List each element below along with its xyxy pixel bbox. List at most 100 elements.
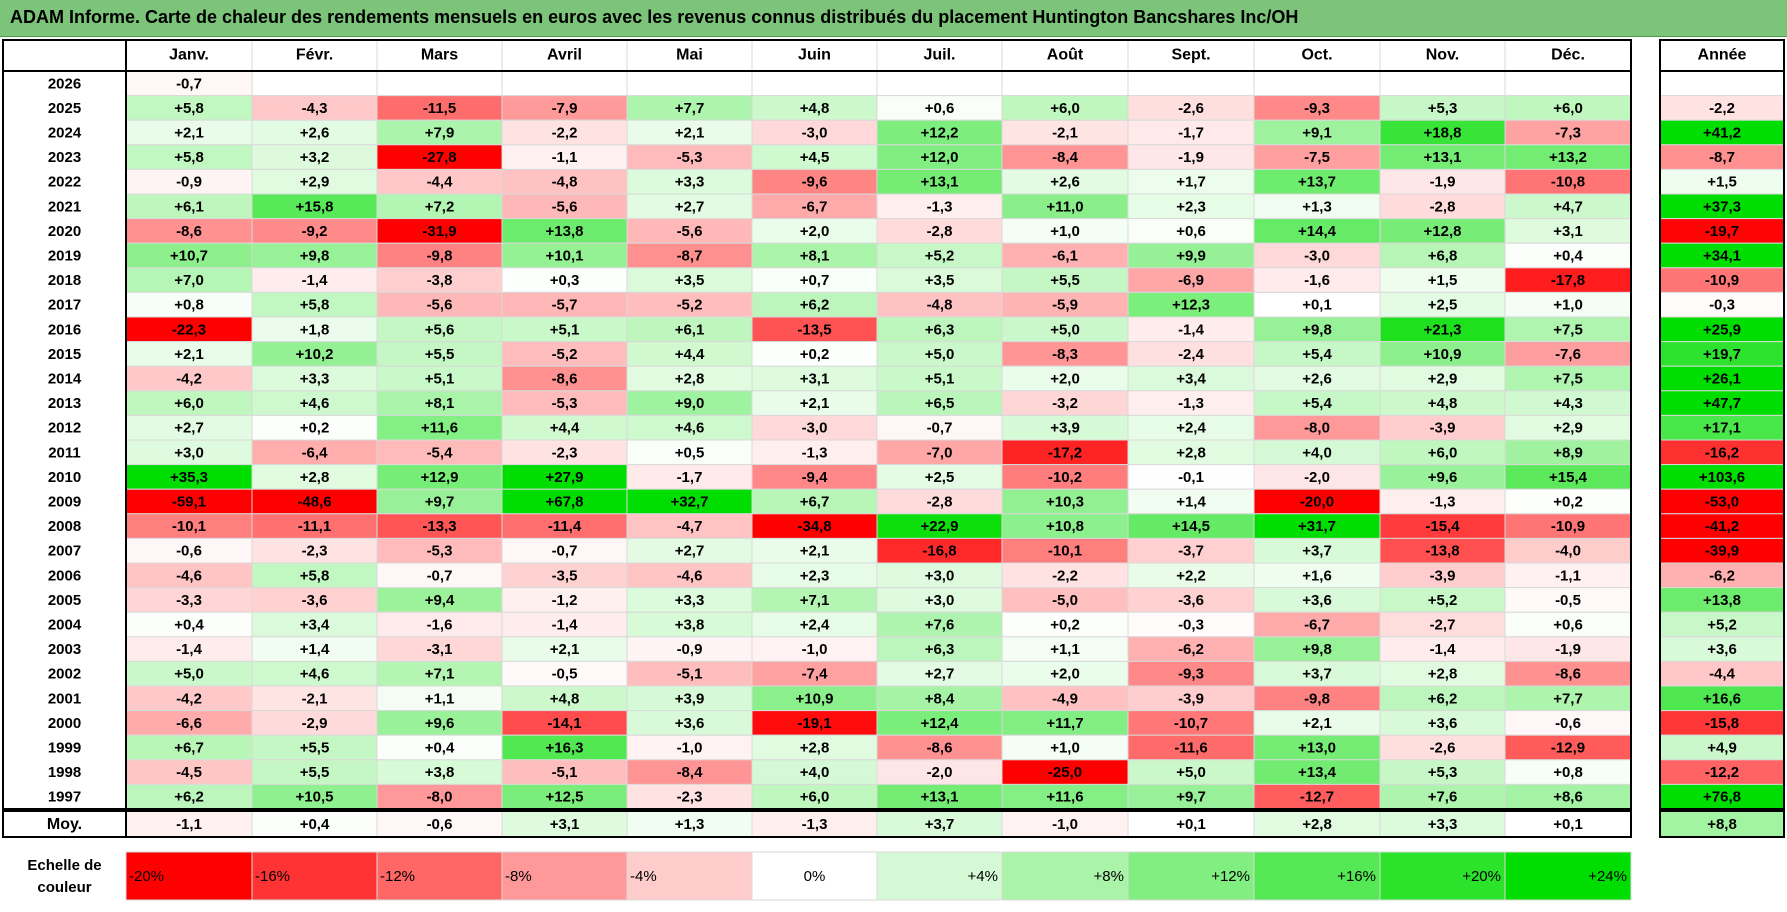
cell-value: -1,4: [552, 616, 579, 633]
heatmap-cell: [751, 218, 878, 244]
cell-value: -34,8: [797, 518, 831, 535]
scale-label-line2: couleur: [37, 879, 91, 896]
year-label: 2018: [48, 272, 81, 289]
cell-value: -1,0: [677, 739, 703, 756]
heatmap-cell: [751, 636, 878, 662]
heatmap-cell: [1001, 464, 1129, 490]
heatmap-cell: [626, 242, 753, 269]
cell-value: -4,8: [552, 174, 578, 191]
heatmap-cell: [1253, 218, 1381, 244]
annual-value: +13,8: [1703, 592, 1741, 609]
heatmap-cell: [626, 783, 753, 810]
heatmap-cell: [376, 95, 503, 121]
annual-cell: [1659, 439, 1785, 466]
cell-value: +6,0: [174, 395, 204, 412]
cell-value: +5,4: [1302, 346, 1332, 363]
cell-value: -8,6: [552, 370, 578, 387]
year-label: 1998: [48, 764, 81, 781]
heatmap-cell: [1127, 242, 1255, 269]
cell-value: +13,4: [1298, 764, 1337, 781]
heatmap-cell: [376, 710, 503, 736]
month-header-label: Oct.: [1301, 47, 1332, 64]
cell-value: +5,8: [174, 100, 204, 117]
heatmap-cell: [501, 537, 628, 564]
heatmap-cell: [876, 70, 1003, 97]
cell-value: +4,6: [300, 395, 330, 412]
cell-value: +2,3: [800, 567, 830, 584]
cell-value: +3,6: [1428, 715, 1458, 732]
cell-value: +6,5: [925, 395, 955, 412]
heatmap-cell: [876, 488, 1003, 515]
cell-value: +1,0: [1553, 297, 1583, 314]
average-cell: [1253, 810, 1381, 838]
heatmap-cell: [1379, 291, 1506, 318]
heatmap-cell: [501, 660, 628, 687]
year-label: 2006: [48, 567, 81, 584]
cell-value: +2,1: [174, 346, 204, 363]
cell-value: +1,1: [425, 690, 455, 707]
cell-value: +5,5: [1050, 272, 1080, 289]
heatmap-cell: [1504, 267, 1632, 293]
cell-value: -1,7: [677, 469, 703, 486]
heatmap-cell: [751, 144, 878, 170]
cell-value: +8,1: [425, 395, 455, 412]
year-label: 2020: [48, 223, 81, 240]
cell-value: -6,6: [176, 715, 202, 732]
heatmap-cell: [1127, 70, 1255, 97]
cell-value: +2,7: [174, 420, 204, 437]
annual-cell: [1659, 316, 1785, 343]
year-label: 2021: [48, 198, 81, 215]
cell-value: +5,0: [925, 346, 955, 363]
cell-value: -5,6: [552, 198, 578, 215]
cell-value: -1,7: [1178, 124, 1204, 141]
cell-value: -8,6: [1555, 666, 1581, 683]
heatmap-cell: [876, 95, 1003, 121]
cell-value: +5,6: [425, 321, 455, 338]
heatmap-cell: [251, 611, 378, 638]
cell-value: +2,4: [1176, 420, 1206, 437]
cell-value: -2,3: [302, 543, 328, 560]
cell-value: -5,6: [677, 223, 703, 240]
average-value: +2,8: [1302, 816, 1332, 833]
heatmap-cell: [125, 95, 253, 121]
cell-value: +2,0: [1050, 370, 1080, 387]
cell-value: +6,8: [1428, 247, 1458, 264]
month-header-label: Déc.: [1551, 47, 1585, 64]
cell-value: -13,8: [1425, 543, 1459, 560]
heatmap-cell: [1504, 242, 1632, 269]
cell-value: +9,7: [1176, 789, 1206, 806]
cell-value: -22,3: [172, 321, 206, 338]
month-header-cell: [1504, 39, 1632, 72]
cell-value: -0,7: [176, 75, 202, 92]
heatmap-cell: [626, 70, 753, 97]
cell-value: +11,0: [1046, 198, 1083, 215]
cell-value: +6,0: [1428, 444, 1458, 461]
cell-value: +1,0: [1050, 223, 1080, 240]
year-label: 2023: [48, 149, 81, 166]
month-header-label: Mars: [421, 47, 458, 64]
cell-value: +1,1: [1050, 641, 1080, 658]
heatmap-cell: [1001, 316, 1129, 343]
month-header-cell: [1001, 39, 1129, 72]
heatmap-cell: [1504, 513, 1632, 539]
annual-value: -53,0: [1705, 493, 1739, 510]
heatmap-cell: [1127, 291, 1255, 318]
year-label: 2004: [48, 616, 82, 633]
heatmap-cell: [501, 267, 628, 293]
heatmap-cell: [1504, 70, 1632, 97]
heatmap-cell: [626, 611, 753, 638]
cell-value: +13,7: [1298, 174, 1336, 191]
cell-value: -25,0: [1048, 764, 1082, 781]
heatmap-cell: [876, 439, 1003, 466]
heatmap-cell: [1504, 365, 1632, 392]
average-value: +0,1: [1176, 816, 1206, 833]
annual-frame: [1659, 39, 1785, 838]
cell-value: +5,0: [174, 666, 204, 683]
heatmap-cell: [1379, 611, 1506, 638]
cell-value: +6,3: [925, 641, 955, 658]
year-label: 2015: [48, 346, 81, 363]
cell-value: -12,7: [1300, 789, 1334, 806]
cell-value: +1,0: [1050, 739, 1080, 756]
heatmap-cell: [501, 144, 628, 170]
cell-value: +2,2: [1176, 567, 1206, 584]
